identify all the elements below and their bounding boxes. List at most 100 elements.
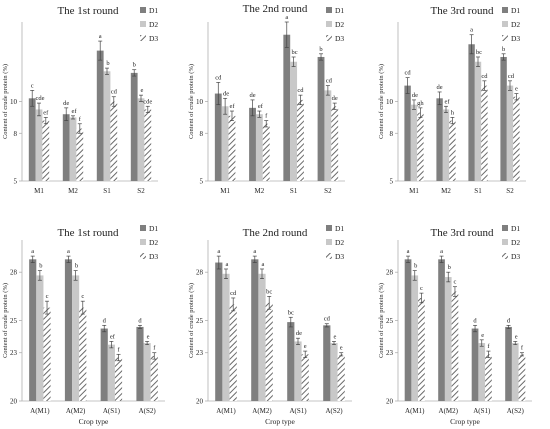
y-tick-label: 23: [196, 349, 204, 357]
significance-letter: f: [117, 346, 120, 353]
significance-letter: cde: [143, 98, 152, 105]
bar-d1-am2: [438, 259, 445, 401]
y-tick-label: 5: [200, 178, 204, 186]
y-tick-label: 20: [10, 398, 18, 406]
bar-d1-as1: [287, 322, 295, 401]
significance-letter: cd: [326, 78, 333, 85]
bar-d1-as2: [136, 326, 144, 401]
x-tick-label: A(M1): [216, 407, 236, 415]
x-tick-label: A(S2): [139, 407, 157, 415]
legend-swatch-d3: [326, 253, 332, 259]
significance-letter: de: [249, 92, 255, 99]
significance-letter: e: [334, 333, 337, 340]
significance-letter: c: [31, 82, 34, 89]
legend-label-d2: D2: [511, 238, 520, 247]
significance-letter: cd: [215, 74, 222, 81]
bar-d2-s2: [324, 90, 332, 181]
legend-swatch-d3: [502, 253, 508, 259]
bar-d2-am2: [258, 273, 266, 401]
significance-letter: a: [67, 248, 70, 255]
bar-d1-am2: [251, 259, 259, 401]
y-tick-label: 8: [200, 130, 204, 138]
y-tick-label: 23: [386, 349, 394, 357]
significance-letter: f: [79, 116, 82, 123]
y-axis-label: Content of crude protein (%): [378, 64, 385, 139]
legend-label-d2: D2: [149, 20, 158, 29]
bar-d1-s1: [283, 34, 291, 181]
bar-d3-s1: [481, 85, 488, 181]
bar-d1-m1: [404, 85, 411, 181]
y-axis-label: Content of crude protein (%): [2, 64, 9, 139]
bar-d3-as1: [301, 354, 309, 401]
legend-label-d1: D1: [335, 224, 344, 233]
x-tick-label: S1: [103, 187, 111, 195]
x-axis-label: Crop type: [79, 417, 109, 426]
significance-letter: de: [412, 92, 418, 99]
bar-d3-s2: [331, 106, 339, 181]
significance-letter: c: [81, 293, 84, 300]
significance-letter: e: [515, 333, 518, 340]
bar-d2-m1: [35, 109, 43, 181]
significance-letter: a: [285, 14, 288, 21]
legend-label-d1: D1: [149, 224, 158, 233]
chart-title: The 2nd round: [243, 227, 308, 239]
y-tick-label: 25: [196, 317, 204, 325]
significance-letter: a: [470, 27, 473, 34]
bar-d2-m1: [221, 106, 229, 181]
significance-letter: b: [39, 263, 42, 270]
x-tick-label: S1: [474, 187, 482, 195]
x-tick-label: A(M1): [405, 407, 425, 415]
significance-letter: cd: [111, 89, 118, 96]
bar-d3-as1: [114, 357, 123, 401]
y-tick-label: 28: [196, 269, 204, 277]
significance-letter: e: [515, 86, 518, 93]
x-tick-label: M1: [34, 187, 44, 195]
legend-label-d2: D2: [149, 238, 158, 247]
bar-d1-am1: [29, 259, 37, 401]
x-tick-label: A(M2): [66, 407, 86, 415]
bar-d3-m2: [449, 120, 456, 181]
y-tick-label: 28: [386, 269, 394, 277]
legend-label-d3: D3: [149, 252, 158, 261]
significance-letter: cde: [35, 95, 44, 102]
bar-d3-am2: [79, 307, 87, 401]
significance-letter: b: [414, 263, 417, 270]
bar-d3-m2: [76, 128, 84, 181]
significance-letter: gh: [417, 100, 424, 107]
bar-d2-as1: [107, 344, 115, 401]
y-tick-label: 5: [14, 178, 18, 186]
bar-d2-m2: [442, 109, 450, 181]
bar-d1-s1: [96, 50, 104, 182]
x-tick-label: M2: [68, 187, 78, 195]
legend-label-d2: D2: [335, 20, 344, 29]
x-axis-label: Crop type: [265, 417, 295, 426]
legend-swatch-d3: [140, 35, 146, 41]
x-tick-label: S2: [137, 187, 145, 195]
legend-label-d3: D3: [511, 252, 520, 261]
significance-letter: ef: [444, 98, 450, 105]
legend-label-d2: D2: [335, 238, 344, 247]
significance-letter: f: [153, 345, 156, 352]
legend-swatch-d1: [502, 7, 508, 13]
bar-d3-as2: [150, 355, 158, 401]
bar-d1-s2: [317, 56, 325, 182]
chart-panel-3: The 3rd round Content of crude protein (%…: [378, 5, 526, 195]
legend-label-d1: D1: [149, 6, 158, 15]
significance-letter: f: [521, 345, 524, 352]
significance-letter: f: [487, 343, 490, 350]
significance-letter: b: [106, 60, 109, 67]
bar-d1-m2: [436, 98, 443, 181]
legend-swatch-d1: [502, 225, 508, 231]
y-axis-label: Content of crude protein (%): [2, 283, 9, 358]
significance-letter: bc: [292, 49, 298, 56]
chart-title: The 3rd round: [431, 5, 494, 17]
x-tick-label: A(M2): [252, 407, 272, 415]
x-tick-label: A(M1): [30, 407, 50, 415]
bar-d1-m2: [249, 107, 256, 181]
bar-d2-am1: [36, 275, 44, 401]
bar-d1-as2: [505, 326, 512, 401]
x-tick-label: M1: [220, 187, 230, 195]
y-axis-label: Content of crude protein (%): [188, 64, 195, 139]
bar-d3-m1: [42, 120, 50, 181]
bar-d3-m1: [417, 112, 424, 181]
